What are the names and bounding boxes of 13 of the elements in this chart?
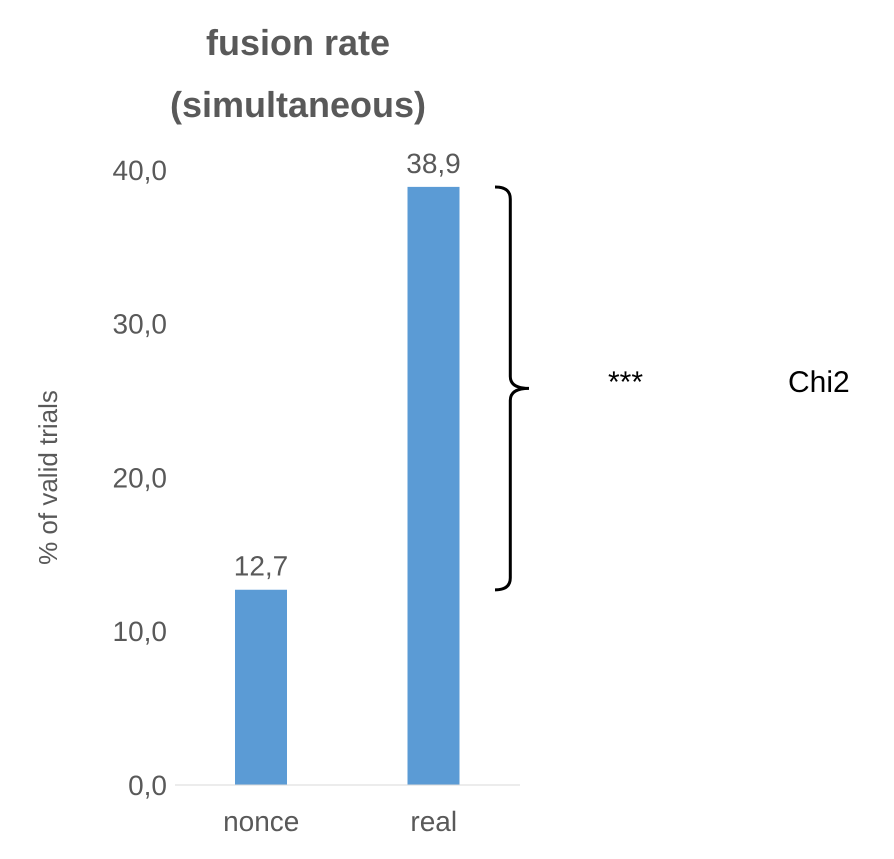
y-tick-label: 20,0 xyxy=(112,462,167,494)
y-tick-label: 40,0 xyxy=(112,154,167,186)
y-tick-label: 30,0 xyxy=(112,308,167,340)
x-tick-label: real xyxy=(410,806,458,837)
data-label: 38,9 xyxy=(406,148,461,179)
y-axis-title: % of valid trials xyxy=(33,390,64,565)
y-tick-label: 10,0 xyxy=(112,616,167,648)
text: Chi2 xyxy=(788,366,850,400)
y-tick-label: 0,0 xyxy=(128,770,167,801)
data-label: 12,7 xyxy=(234,550,288,582)
chart-title: fusion rate (simultaneous) xyxy=(168,21,428,127)
text: *** xyxy=(608,366,644,400)
x-tick-label: nonce xyxy=(223,806,300,837)
